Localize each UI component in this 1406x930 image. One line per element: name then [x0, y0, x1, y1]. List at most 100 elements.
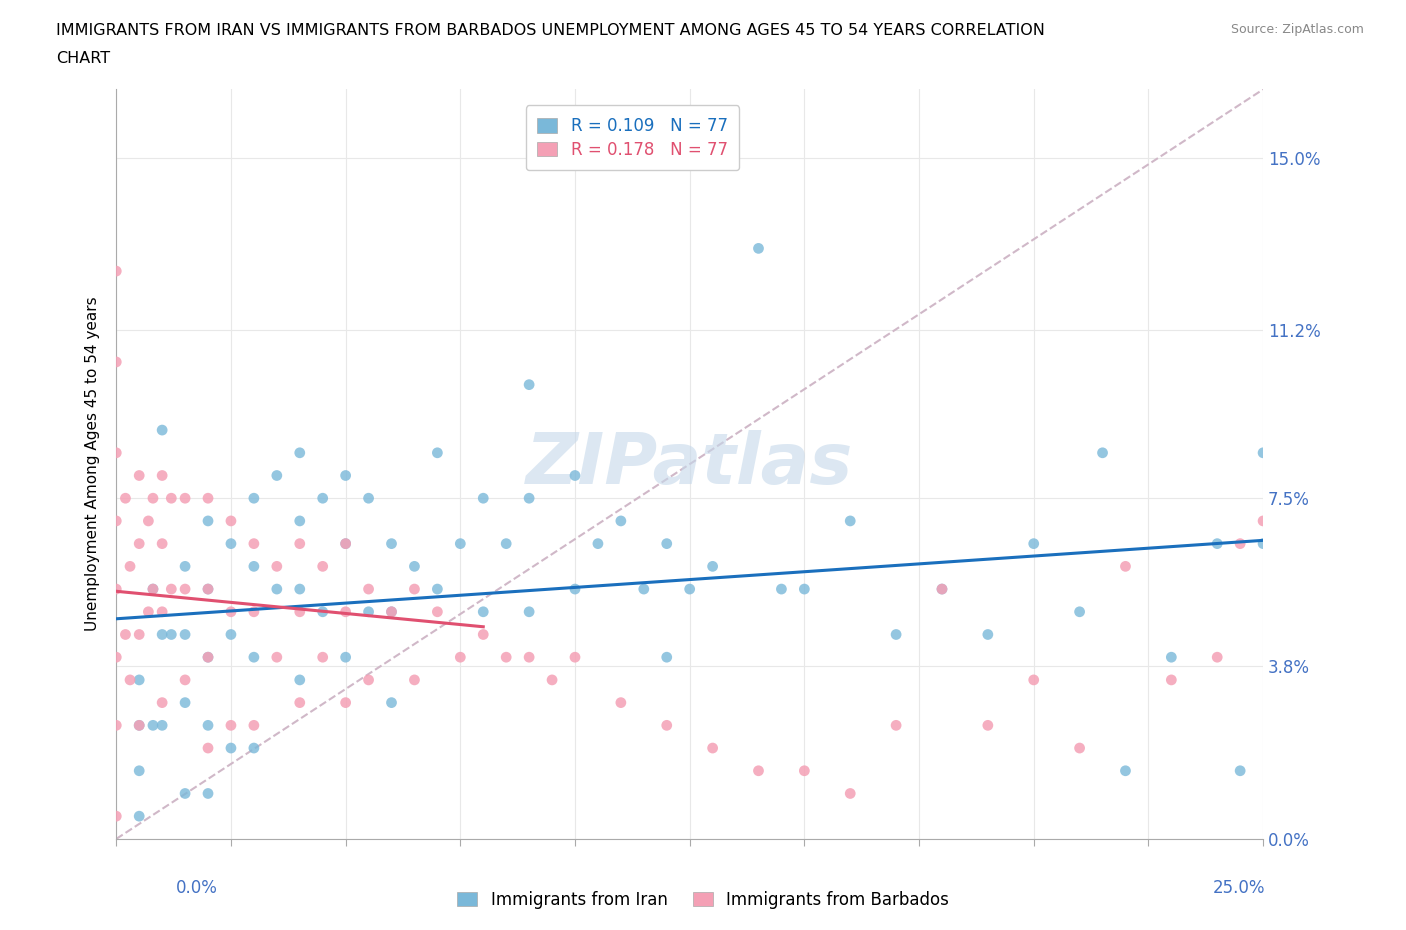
Point — [150, 604, 173, 619]
Point — [335, 650, 357, 665]
Point — [114, 627, 136, 642]
Point — [380, 604, 402, 619]
Point — [105, 809, 128, 824]
Text: 0.0%: 0.0% — [176, 879, 218, 897]
Point — [174, 491, 197, 506]
Point — [564, 468, 586, 483]
Point — [586, 537, 609, 551]
Point — [335, 537, 357, 551]
Point — [472, 604, 495, 619]
Point — [243, 604, 266, 619]
Point — [747, 764, 769, 778]
Point — [977, 718, 1000, 733]
Point — [770, 581, 793, 596]
Point — [128, 718, 150, 733]
Point — [105, 513, 128, 528]
Text: Source: ZipAtlas.com: Source: ZipAtlas.com — [1230, 23, 1364, 36]
Point — [1114, 764, 1136, 778]
Point — [174, 627, 197, 642]
Point — [449, 537, 471, 551]
Point — [655, 718, 678, 733]
Point — [517, 378, 540, 392]
Point — [977, 627, 1000, 642]
Point — [150, 627, 173, 642]
Point — [197, 581, 219, 596]
Point — [517, 650, 540, 665]
Point — [142, 718, 165, 733]
Point — [380, 604, 402, 619]
Point — [495, 650, 517, 665]
Legend: Immigrants from Iran, Immigrants from Barbados: Immigrants from Iran, Immigrants from Ba… — [449, 883, 957, 917]
Point — [655, 537, 678, 551]
Point — [197, 650, 219, 665]
Point — [357, 604, 380, 619]
Point — [380, 537, 402, 551]
Point — [128, 672, 150, 687]
Point — [747, 241, 769, 256]
Point — [243, 650, 266, 665]
Point — [1069, 740, 1091, 755]
Point — [128, 537, 150, 551]
Point — [128, 764, 150, 778]
Point — [128, 627, 150, 642]
Point — [335, 537, 357, 551]
Point — [357, 672, 380, 687]
Point — [150, 696, 173, 711]
Point — [160, 491, 183, 506]
Point — [288, 604, 311, 619]
Point — [702, 559, 724, 574]
Point — [1229, 764, 1251, 778]
Point — [219, 604, 242, 619]
Point — [426, 445, 449, 460]
Point — [105, 354, 128, 369]
Point — [197, 786, 219, 801]
Point — [1160, 650, 1182, 665]
Point — [174, 581, 197, 596]
Point — [380, 696, 402, 711]
Point — [197, 740, 219, 755]
Point — [1160, 672, 1182, 687]
Point — [118, 672, 141, 687]
Point — [128, 718, 150, 733]
Point — [138, 513, 160, 528]
Point — [219, 740, 242, 755]
Point — [266, 559, 288, 574]
Point — [160, 627, 183, 642]
Point — [1251, 445, 1274, 460]
Text: 25.0%: 25.0% — [1213, 879, 1265, 897]
Point — [335, 604, 357, 619]
Point — [931, 581, 953, 596]
Point — [1022, 672, 1045, 687]
Point — [128, 809, 150, 824]
Point — [243, 537, 266, 551]
Point — [197, 491, 219, 506]
Point — [839, 786, 862, 801]
Point — [472, 627, 495, 642]
Point — [160, 581, 183, 596]
Point — [142, 581, 165, 596]
Point — [1091, 445, 1114, 460]
Point — [404, 559, 426, 574]
Point — [1251, 537, 1274, 551]
Point — [793, 764, 815, 778]
Point — [312, 650, 335, 665]
Point — [150, 537, 173, 551]
Point — [288, 513, 311, 528]
Legend: R = 0.109   N = 77, R = 0.178   N = 77: R = 0.109 N = 77, R = 0.178 N = 77 — [526, 105, 740, 170]
Point — [105, 445, 128, 460]
Point — [312, 559, 335, 574]
Point — [128, 468, 150, 483]
Point — [884, 627, 907, 642]
Point — [610, 513, 633, 528]
Point — [564, 650, 586, 665]
Point — [288, 672, 311, 687]
Point — [517, 491, 540, 506]
Point — [1206, 650, 1229, 665]
Point — [114, 491, 136, 506]
Point — [404, 672, 426, 687]
Point — [472, 491, 495, 506]
Point — [839, 513, 862, 528]
Point — [174, 696, 197, 711]
Point — [142, 491, 165, 506]
Point — [142, 581, 165, 596]
